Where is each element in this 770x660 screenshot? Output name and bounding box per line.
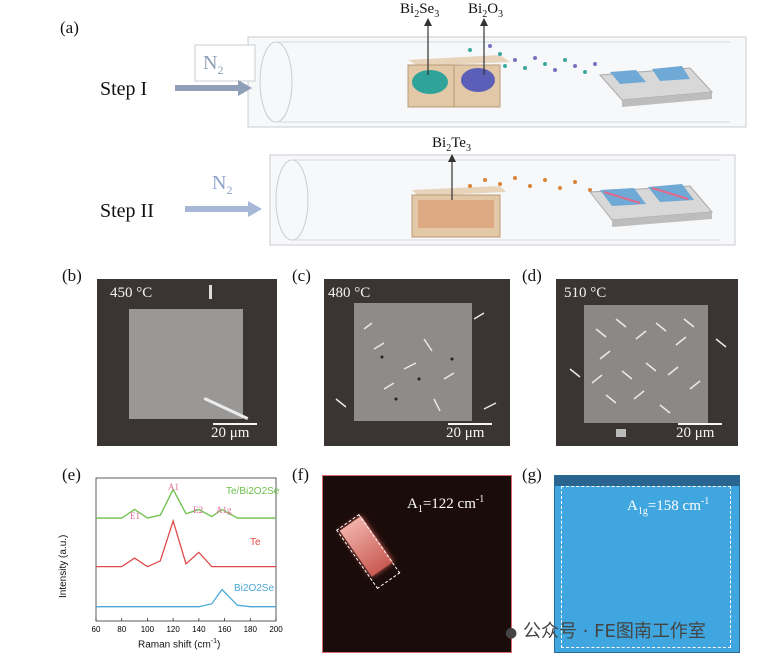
panel-f-label: (f) [292, 465, 309, 484]
temp-label-510: 510 °C [564, 285, 607, 301]
selection-box-g [561, 486, 731, 648]
scale-label: 20 μm [211, 425, 250, 441]
gas-inlet-box-1 [194, 44, 256, 82]
x-tick-label: 80 [117, 625, 126, 634]
substrate-step-1 [598, 66, 714, 107]
temp-label-480: 480 °C [328, 285, 371, 301]
raman-map-g: A1g=158 cm-1 [554, 475, 740, 653]
series-label-te: Te [250, 537, 261, 548]
vapor-particles-2 [468, 176, 592, 192]
nanowires-480 [335, 312, 497, 412]
series-line-bi2o2se [96, 588, 276, 608]
panel-e-label: (e) [62, 465, 81, 484]
watermark: ● 公众号 · FE图南工作室 [505, 621, 706, 642]
debris [616, 429, 626, 437]
x-tick-label: 180 [244, 625, 258, 634]
substrate-step-2 [589, 184, 714, 227]
bi2o3-powder [461, 68, 495, 92]
nanowire [209, 285, 212, 299]
x-tick-label: 140 [192, 625, 206, 634]
boat-step-1 [407, 55, 510, 108]
bi2te3-label: Bi2Te3 [432, 135, 471, 154]
scale-label: 20 μm [676, 425, 715, 441]
micrograph-450: 450 °C 20 μm [97, 279, 277, 446]
bi2se3-powder [412, 70, 448, 94]
peak-label-g: A1g=158 cm-1 [627, 496, 710, 517]
n2-label-2: N2 [212, 172, 233, 197]
series-line-te-bi2o2se [96, 488, 276, 519]
x-tick-label: 60 [92, 625, 101, 634]
x-tick-label: 100 [141, 625, 155, 634]
micrograph-480: 480 °C 20 μm [324, 279, 510, 446]
wechat-icon: ● [505, 625, 518, 641]
vapor-particles-1 [468, 44, 597, 74]
raman-ticks: 60 80 100 120 140 160 180 200 [92, 618, 283, 634]
panel-a-label: (a) [60, 18, 79, 37]
gas-arrow-2 [185, 201, 262, 217]
scale-bar [213, 423, 257, 425]
x-tick-label: 120 [166, 625, 180, 634]
temp-label-450: 450 °C [110, 285, 153, 301]
bi2o3-label: Bi2O3 [468, 1, 504, 20]
peak-a1g: A1g [216, 505, 232, 515]
micrograph-510: 510 °C 20 μm [556, 279, 738, 446]
plot-frame [95, 477, 277, 622]
nanowires-510 [569, 318, 727, 414]
scale-bar [448, 423, 492, 425]
peak-e1: E1 [130, 511, 140, 521]
step-2-label: Step II [100, 200, 154, 222]
peak-a1: A1 [168, 482, 179, 492]
raman-xlabel: Raman shift (cm-1) [138, 638, 221, 651]
flake-square [129, 309, 243, 419]
gas-arrow-1 [175, 80, 252, 96]
series-label-te-bi2o2se: Te/Bi2O2Se [226, 486, 280, 497]
peak-e2: E2 [193, 505, 203, 515]
panel-b-label: (b) [62, 266, 82, 285]
scale-bar [678, 423, 722, 425]
scale-label: 20 μm [446, 425, 485, 441]
boat-step-2 [411, 186, 506, 238]
raman-ylabel: Intensity (a.u.) [58, 534, 69, 598]
flake-square [354, 303, 472, 421]
raman-series [96, 488, 276, 608]
raman-chart: 60 80 100 120 140 160 180 200 [92, 477, 283, 634]
series-label-bi2o2se: Bi2O2Se [234, 583, 275, 594]
raman-map-f: A1=122 cm-1 [322, 475, 512, 653]
x-tick-label: 160 [218, 625, 232, 634]
panel-c-label: (c) [292, 266, 311, 285]
furnace-schematic [175, 18, 747, 246]
bi2se3-label: Bi2Se3 [400, 1, 440, 20]
panel-d-label: (d) [522, 266, 542, 285]
series-line-te [96, 518, 276, 568]
panel-g-label: (g) [522, 465, 542, 484]
peak-label-f: A1=122 cm-1 [407, 494, 485, 515]
x-tick-label: 200 [269, 625, 283, 634]
n2-label-1: N2 [203, 52, 224, 77]
step-1-label: Step I [100, 78, 148, 100]
flake-square [584, 305, 708, 423]
